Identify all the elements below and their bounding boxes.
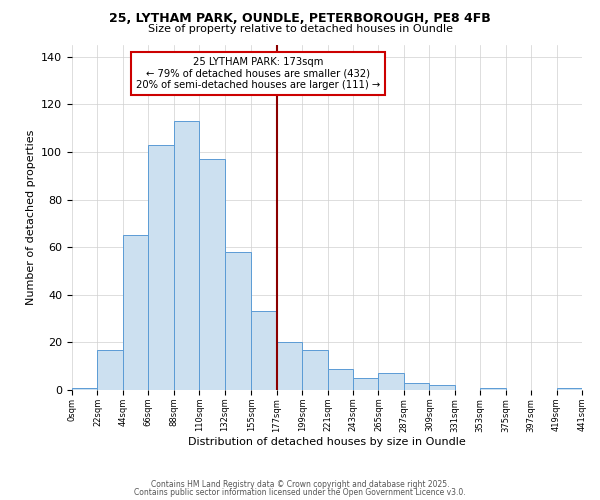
- Bar: [302, 350, 328, 390]
- Text: Contains HM Land Registry data © Crown copyright and database right 2025.: Contains HM Land Registry data © Crown c…: [151, 480, 449, 489]
- Bar: [123, 236, 148, 390]
- Bar: [328, 368, 353, 390]
- Bar: [148, 145, 174, 390]
- Bar: [353, 378, 379, 390]
- Y-axis label: Number of detached properties: Number of detached properties: [26, 130, 35, 305]
- Text: 25 LYTHAM PARK: 173sqm
← 79% of detached houses are smaller (432)
20% of semi-de: 25 LYTHAM PARK: 173sqm ← 79% of detached…: [136, 57, 380, 90]
- Bar: [277, 342, 302, 390]
- Text: 25, LYTHAM PARK, OUNDLE, PETERBOROUGH, PE8 4FB: 25, LYTHAM PARK, OUNDLE, PETERBOROUGH, P…: [109, 12, 491, 26]
- Bar: [199, 159, 224, 390]
- Bar: [174, 121, 199, 390]
- Bar: [72, 388, 97, 390]
- Bar: [379, 374, 404, 390]
- X-axis label: Distribution of detached houses by size in Oundle: Distribution of detached houses by size …: [188, 437, 466, 447]
- Bar: [430, 385, 455, 390]
- Bar: [224, 252, 251, 390]
- Bar: [251, 312, 277, 390]
- Bar: [480, 388, 506, 390]
- Text: Contains public sector information licensed under the Open Government Licence v3: Contains public sector information licen…: [134, 488, 466, 497]
- Bar: [404, 383, 430, 390]
- Text: Size of property relative to detached houses in Oundle: Size of property relative to detached ho…: [148, 24, 452, 34]
- Bar: [557, 388, 582, 390]
- Bar: [97, 350, 123, 390]
